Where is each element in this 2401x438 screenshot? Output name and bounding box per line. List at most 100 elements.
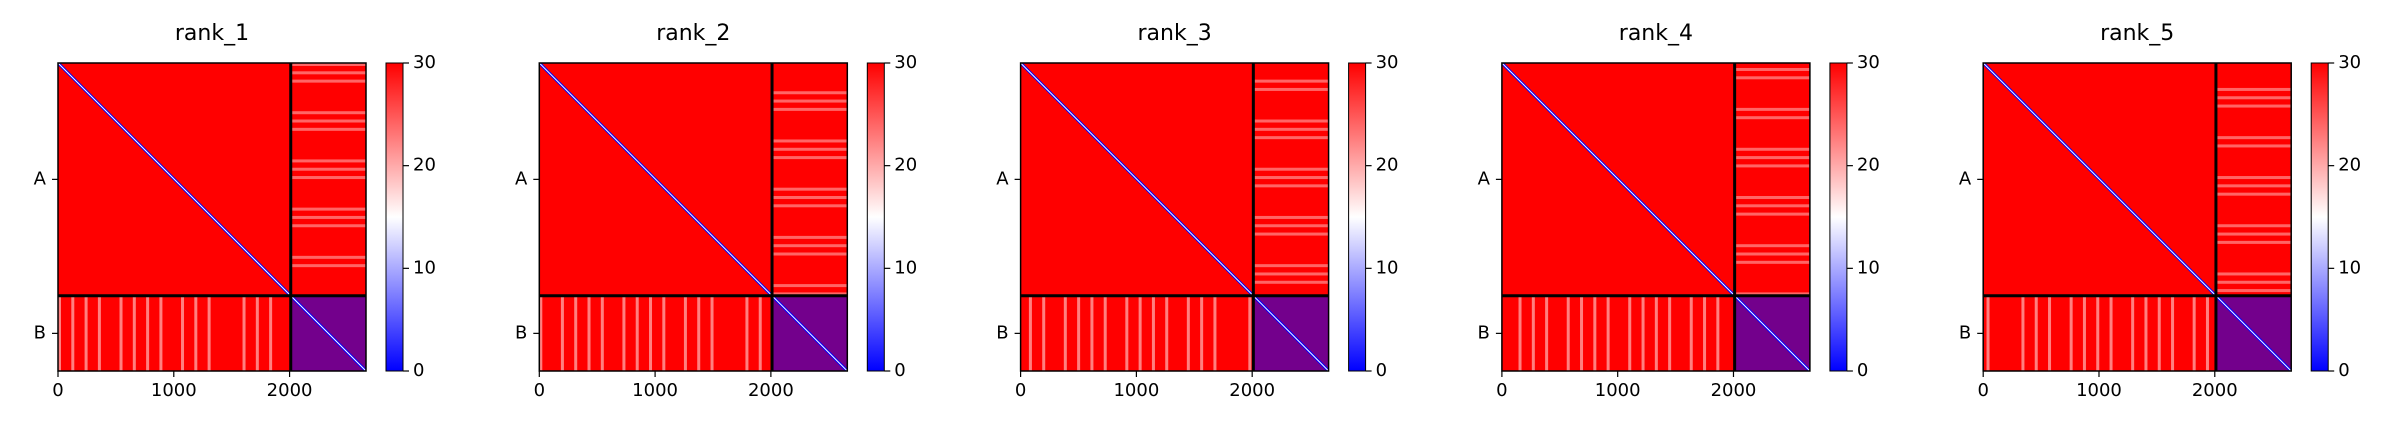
streak — [290, 207, 366, 211]
streak — [2171, 295, 2175, 371]
streak — [1606, 295, 1610, 371]
streak — [1090, 295, 1094, 371]
streak — [622, 295, 626, 371]
colorbar-tick-label: 30 — [1857, 52, 1880, 73]
streak — [1734, 204, 1810, 208]
streak — [1253, 232, 1329, 236]
streak — [290, 224, 366, 228]
heatmap — [539, 63, 848, 371]
streak — [2215, 144, 2292, 148]
streak — [1253, 136, 1329, 140]
streak — [146, 295, 150, 371]
streak — [1654, 295, 1658, 371]
streak — [2215, 192, 2292, 196]
streak — [649, 295, 653, 371]
streak — [290, 215, 366, 219]
colorbar-tick-label: 20 — [413, 155, 436, 176]
colorbar-tick-label: 0 — [894, 360, 905, 381]
streak — [2215, 96, 2292, 100]
y-tick-label: A — [1478, 168, 1491, 189]
streak — [1734, 252, 1810, 256]
heatmap — [1020, 63, 1329, 371]
streak — [710, 295, 714, 371]
axes-frame — [1019, 62, 1330, 372]
streak — [2048, 295, 2052, 371]
streak — [290, 127, 366, 131]
colorbar-tick-label: 0 — [413, 360, 424, 381]
streak — [1689, 295, 1693, 371]
streak — [2215, 224, 2292, 228]
colorbar — [1829, 62, 1848, 372]
streak — [242, 295, 246, 371]
streak — [1734, 195, 1810, 199]
streak — [1580, 295, 1584, 371]
streak — [194, 295, 198, 371]
streak — [1531, 295, 1535, 371]
streak — [1734, 76, 1810, 80]
streak — [255, 295, 259, 371]
x-tick-label: 1000 — [2076, 380, 2122, 401]
streak — [1734, 156, 1810, 160]
colorbar-tick-label: 10 — [413, 257, 436, 278]
streak — [1213, 295, 1217, 371]
streak — [683, 295, 687, 371]
streak — [772, 284, 848, 288]
streak — [1628, 295, 1632, 371]
streak — [1063, 295, 1067, 371]
colorbar-tick-label: 0 — [2338, 360, 2349, 381]
streak — [2215, 272, 2292, 276]
streak — [1186, 295, 1190, 371]
streak — [97, 295, 101, 371]
streak — [635, 295, 639, 371]
streak — [772, 99, 848, 103]
streak — [71, 295, 75, 371]
x-tick-label: 0 — [534, 380, 545, 401]
colorbar-tick-label: 20 — [1376, 155, 1399, 176]
colorbar-tick-label: 20 — [894, 155, 917, 176]
streak — [1253, 176, 1329, 180]
streak — [2215, 280, 2292, 284]
streak — [2096, 295, 2100, 371]
streak — [772, 244, 848, 248]
streak — [697, 295, 701, 371]
colorbar-tick-label: 0 — [1857, 360, 1868, 381]
streak — [2131, 295, 2135, 371]
streak — [1716, 295, 1720, 371]
streak — [1165, 295, 1169, 371]
y-tick-label: A — [515, 168, 528, 189]
streak — [1641, 295, 1645, 371]
diagonal-halo — [58, 63, 366, 371]
streak — [772, 187, 848, 191]
x-tick-label: 2000 — [1229, 380, 1275, 401]
colorbar-tick-label: 30 — [1376, 52, 1399, 73]
streak — [772, 204, 848, 208]
axes-frame — [1982, 62, 2292, 372]
streak — [772, 147, 848, 151]
streak — [2192, 295, 2196, 371]
streak — [772, 91, 848, 95]
streak — [1253, 272, 1329, 276]
streak — [181, 295, 185, 371]
colorbar-tick-label: 10 — [1857, 257, 1880, 278]
y-tick-label: B — [34, 322, 46, 343]
streak — [119, 295, 123, 371]
streak — [290, 71, 366, 75]
streak — [2215, 232, 2292, 236]
streak — [2109, 295, 2113, 371]
colorbar — [866, 62, 885, 372]
streak — [1668, 295, 1672, 371]
streak — [290, 79, 366, 83]
streak — [2215, 104, 2292, 108]
streak — [1253, 127, 1329, 131]
colorbar-tick-label: 10 — [894, 257, 917, 278]
streak — [772, 195, 848, 199]
streak — [1253, 119, 1329, 123]
streak — [1734, 260, 1810, 264]
streak — [1253, 184, 1329, 188]
streak — [132, 295, 136, 371]
streak — [772, 139, 848, 143]
streak — [1734, 67, 1810, 71]
streak — [269, 295, 273, 371]
streak — [2215, 289, 2292, 293]
streak — [207, 295, 211, 371]
